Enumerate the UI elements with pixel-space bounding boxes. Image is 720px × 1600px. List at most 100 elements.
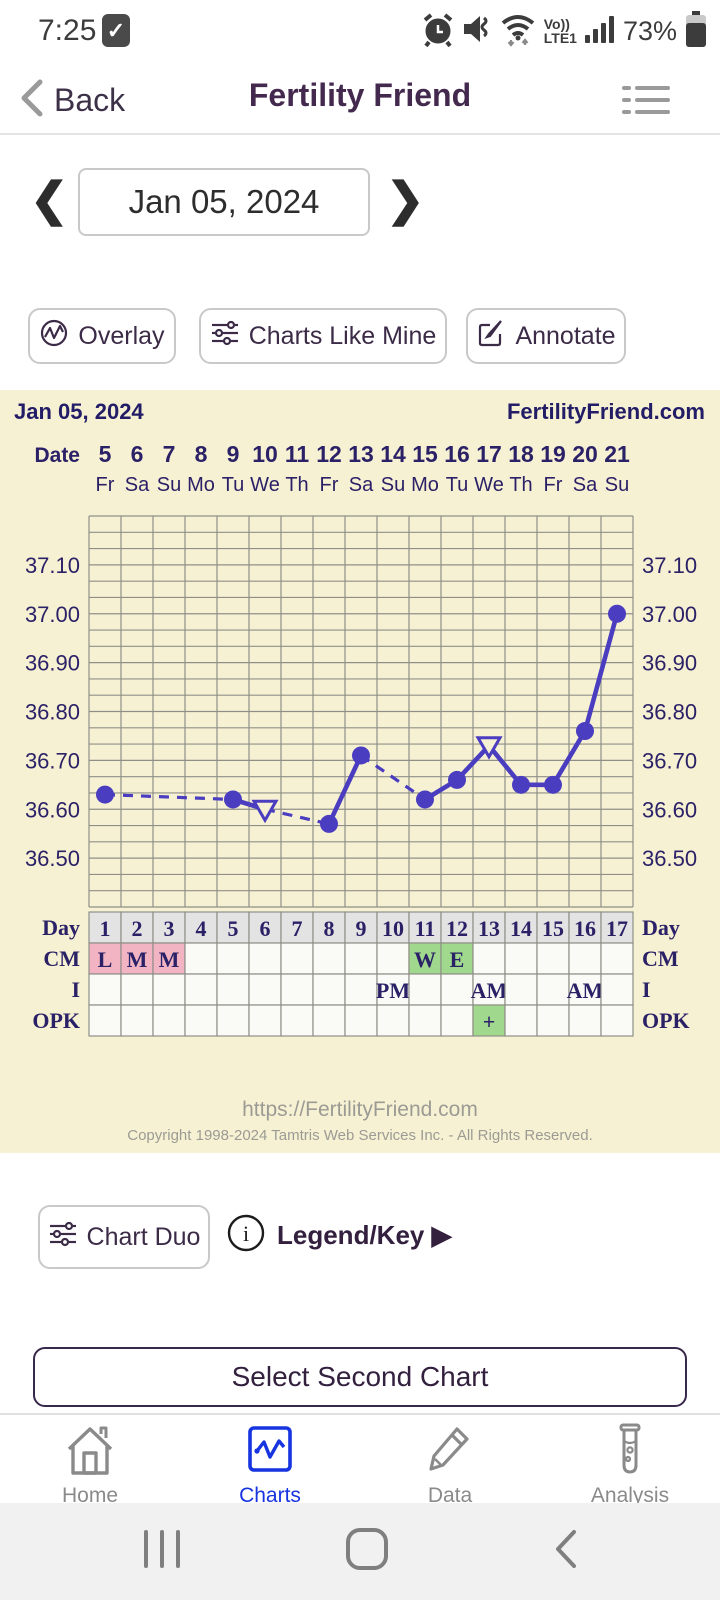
table-cell[interactable]	[312, 1004, 346, 1037]
svg-text:4: 4	[196, 916, 207, 941]
temp-point[interactable]	[96, 785, 114, 804]
recent-apps-button[interactable]	[140, 1529, 184, 1574]
temp-point[interactable]	[224, 790, 242, 809]
table-cell[interactable]	[408, 973, 442, 1006]
svg-text:Tu: Tu	[222, 474, 245, 496]
next-date-button[interactable]: ❯	[386, 173, 425, 225]
table-cell[interactable]	[504, 973, 538, 1006]
nav-data[interactable]: Data	[360, 1415, 540, 1507]
chart-duo-button[interactable]: Chart Duo	[38, 1205, 210, 1269]
table-cell[interactable]	[440, 973, 474, 1006]
nav-data-label: Data	[427, 1484, 473, 1507]
nav-analysis[interactable]: Analysis	[540, 1415, 720, 1507]
chart-duo-label: Chart Duo	[86, 1222, 201, 1251]
date-axis: Date 5 6 7 8 9 10 11 12 13 14 15 16 17 18 19 20 21 Fr Sa Su M…	[34, 441, 630, 496]
table-cell[interactable]	[472, 1004, 506, 1037]
table-cell[interactable]	[440, 911, 474, 944]
temp-point-triangle[interactable]	[475, 736, 503, 760]
temp-point[interactable]	[544, 775, 562, 794]
home-button[interactable]	[344, 1527, 390, 1576]
table-cell[interactable]	[120, 973, 154, 1006]
table-cell[interactable]	[536, 942, 570, 975]
table-cell[interactable]	[88, 973, 122, 1006]
svg-text:We: We	[474, 474, 504, 496]
table-cell[interactable]	[152, 973, 186, 1006]
table-cell[interactable]	[248, 942, 282, 975]
back-label: Back	[54, 82, 126, 118]
table-cell[interactable]	[568, 911, 602, 944]
table-cell[interactable]	[152, 942, 186, 975]
menu-list-icon[interactable]	[620, 82, 672, 123]
table-cell[interactable]	[216, 1004, 250, 1037]
table-cell[interactable]	[280, 1004, 314, 1037]
table-cell[interactable]	[408, 911, 442, 944]
overlay-label: Overlay	[78, 321, 165, 350]
table-cell[interactable]	[600, 942, 634, 975]
table-cell[interactable]	[344, 942, 378, 975]
table-cell[interactable]	[504, 1004, 538, 1037]
table-cell[interactable]	[472, 942, 506, 975]
prev-date-button[interactable]: ❮	[30, 173, 69, 225]
table-cell[interactable]	[184, 1004, 218, 1037]
svg-text:3: 3	[164, 916, 175, 941]
select-second-chart-button[interactable]: Select Second Chart	[33, 1347, 687, 1407]
table-cell[interactable]	[344, 911, 378, 944]
table-cell[interactable]	[120, 1004, 154, 1037]
back-gesture-button[interactable]	[550, 1527, 580, 1576]
svg-text:Su: Su	[157, 474, 181, 496]
table-cell[interactable]	[376, 1004, 410, 1037]
table-cell[interactable]	[568, 942, 602, 975]
table-cell[interactable]	[344, 1004, 378, 1037]
temp-point[interactable]	[608, 604, 626, 623]
annotate-button[interactable]: Annotate	[466, 308, 626, 364]
table-cell[interactable]	[152, 1004, 186, 1037]
temp-point[interactable]	[576, 722, 594, 741]
table-cell[interactable]	[248, 911, 282, 944]
table-cell[interactable]	[408, 1004, 442, 1037]
table-cell[interactable]	[312, 942, 346, 975]
table-cell[interactable]	[600, 911, 634, 944]
overlay-button[interactable]: Overlay	[28, 308, 176, 364]
table-cell[interactable]	[184, 942, 218, 975]
nav-charts[interactable]: Charts	[180, 1415, 360, 1507]
temp-point[interactable]	[448, 770, 466, 789]
table-cell[interactable]	[312, 973, 346, 1006]
table-cell[interactable]	[376, 942, 410, 975]
temp-point-triangle[interactable]	[251, 799, 279, 824]
nav-home[interactable]: Home	[0, 1415, 180, 1507]
alarm-icon	[421, 11, 455, 52]
svg-text:W: W	[414, 947, 436, 972]
table-cell[interactable]	[184, 973, 218, 1006]
table-cell[interactable]	[344, 973, 378, 1006]
table-cell[interactable]	[280, 911, 314, 944]
table-cell[interactable]	[280, 973, 314, 1006]
table-cell[interactable]	[216, 973, 250, 1006]
table-cell[interactable]	[248, 1004, 282, 1037]
temp-point[interactable]	[352, 746, 370, 765]
bbt-chart-area[interactable]: Jan 05, 2024 FertilityFriend.com Date 5 6 7…	[0, 390, 720, 1153]
table-cell[interactable]	[440, 1004, 474, 1037]
charts-like-mine-button[interactable]: Charts Like Mine	[199, 308, 447, 364]
table-cell[interactable]	[248, 973, 282, 1006]
date-picker[interactable]: Jan 05, 2024	[78, 168, 370, 236]
table-cell[interactable]	[536, 973, 570, 1006]
back-button[interactable]: Back	[16, 76, 125, 125]
svg-text:13: 13	[478, 916, 500, 941]
table-cell[interactable]	[568, 1004, 602, 1037]
table-cell[interactable]	[504, 942, 538, 975]
table-cell[interactable]	[216, 942, 250, 975]
legend-key-button[interactable]: i Legend/Key ▶	[226, 1205, 452, 1265]
temp-point[interactable]	[416, 790, 434, 809]
svg-text:CM: CM	[43, 946, 80, 971]
temp-point[interactable]	[512, 775, 530, 794]
table-cell[interactable]	[600, 1004, 634, 1037]
table-cell[interactable]	[88, 911, 122, 944]
svg-text:CM: CM	[642, 946, 679, 971]
table-cell[interactable]	[536, 1004, 570, 1037]
table-cell[interactable]	[600, 973, 634, 1006]
table-cell[interactable]	[568, 973, 602, 1006]
table-cell[interactable]	[88, 1004, 122, 1037]
temp-point[interactable]	[320, 814, 338, 833]
table-cell[interactable]	[280, 942, 314, 975]
